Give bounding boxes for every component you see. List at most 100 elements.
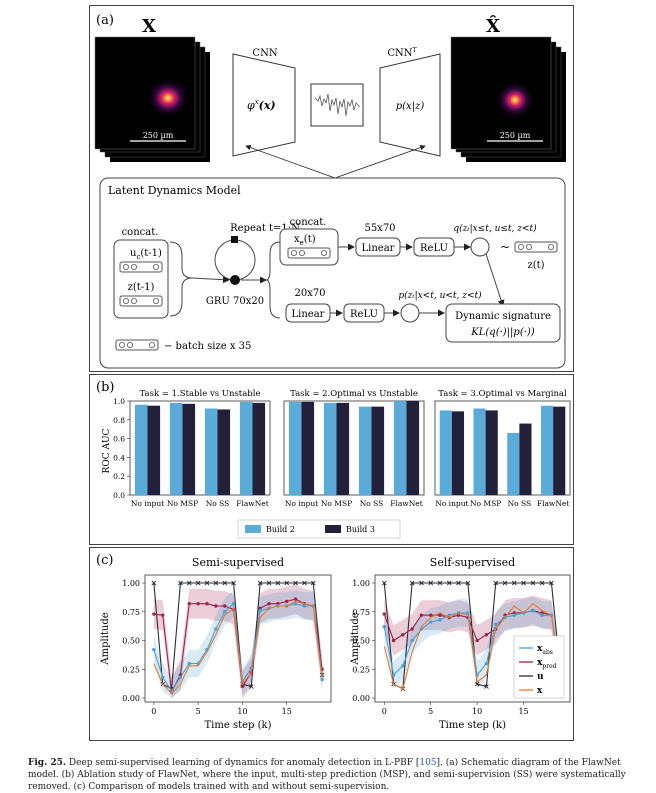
xe-label: xe(t) (294, 234, 316, 247)
encoder-label: CNN (252, 48, 277, 59)
point-x-pred (475, 638, 479, 643)
point-x-pred (419, 613, 424, 617)
y-tick-label: 1.0 (113, 397, 125, 406)
series-line-x (383, 602, 562, 690)
y-tick-label: 0.00 (122, 694, 140, 703)
bar-build-3-no-input (147, 405, 161, 495)
point-x-abs (382, 625, 386, 629)
point-x-abs (214, 627, 218, 631)
point-x-abs (447, 613, 451, 617)
x-tick-label: FlawNet (537, 499, 570, 508)
point-u (284, 580, 290, 586)
gru-block: Repeat t=1:N GRU 70x20 (191, 223, 300, 319)
point-x-pred (410, 627, 414, 631)
point-u (266, 580, 272, 586)
bar-build-2-no-msp (323, 402, 337, 495)
point-u (275, 580, 281, 586)
y-tick-label: 0.75 (122, 608, 140, 617)
batch-legend: − batch size x 35 (115, 339, 251, 352)
bar-chart-task-1: Task = 1.Stable vs Unstable 0.0 0.2 0.4 0.6 0… (113, 389, 271, 508)
x-tick-label: FlawNet (390, 499, 423, 508)
point-u (456, 580, 461, 586)
input-image-stack: 250 µm (94, 36, 210, 162)
tilde: ~ (500, 240, 510, 254)
point-u (222, 580, 228, 586)
encoder-func: φx(x) (247, 98, 276, 112)
x-tick-label: FlawNet (236, 499, 269, 508)
bar-build-3-no-input (301, 401, 315, 495)
legend-frame (513, 635, 565, 699)
q-expression: q(zₜ|x≤t, u≤t, z<t) (453, 223, 537, 234)
amplitude-ylabel: Amplitude (100, 612, 111, 665)
melt-pool-input (146, 78, 190, 118)
point-x-pred (214, 604, 218, 608)
scale-bar-label-output: 250 µm (500, 131, 531, 140)
series-line-x (153, 600, 323, 695)
point-x-abs (512, 613, 516, 617)
x-tick-label: 0 (382, 707, 387, 716)
decoder-label: CNNT (387, 47, 416, 59)
bar-build-3-flawnet (553, 406, 566, 495)
y-tick-label: 0.50 (122, 637, 140, 646)
point-u (310, 580, 316, 586)
point-u (231, 580, 236, 586)
time-step-xlabel: Time step (k) (439, 720, 506, 731)
point-x-abs (258, 608, 262, 613)
point-u (178, 580, 183, 586)
linear2-label: Linear (292, 309, 325, 320)
point-u (446, 580, 452, 586)
point-x-pred (429, 613, 433, 617)
point-x-abs (302, 604, 307, 608)
bar-chart-title: Task = 2.Optimal vs Unstable (290, 389, 418, 399)
linear2-dim: 20x70 (294, 288, 325, 299)
y-tick-label: 0.25 (352, 665, 370, 674)
bar-chart-task-2: Task = 2.Optimal vs Unstable No input No M… (283, 389, 425, 508)
output-image-stack: 250 µm (450, 36, 566, 162)
bar-build-2-no-input (134, 404, 148, 495)
point-x-pred (196, 602, 200, 606)
linear1-label: Linear (362, 243, 395, 254)
bar-build-2-flawnet (393, 401, 407, 495)
point-u (549, 580, 554, 586)
x-tick-label: No MSP (321, 499, 352, 508)
point-u (539, 580, 545, 586)
legend-frame (237, 519, 401, 539)
x-tick-label: No MSP (167, 499, 198, 508)
repeat-label: Repeat t=1:N (230, 223, 300, 234)
input-z: z(t-1) (128, 282, 155, 293)
point-x-abs (401, 664, 405, 668)
point-x-pred (293, 597, 298, 601)
dynamic-signature: Dynamic signature (455, 311, 551, 322)
point-x-pred (401, 633, 405, 637)
arrow-to-decoder (334, 144, 426, 179)
bar-build-2-no-ss (507, 432, 520, 495)
line-chart-title: Semi-supervised (192, 556, 284, 569)
bar-build-3-no-input (451, 411, 465, 495)
point-x-pred (187, 602, 191, 606)
caption-fig-number: Fig. 25. (28, 758, 67, 768)
ldm-title: Latent Dynamics Model (108, 184, 241, 197)
point-u (293, 580, 298, 586)
caption-ref-link[interactable]: 105 (419, 758, 437, 768)
legend-label-build3: Build 3 (346, 525, 375, 534)
line-chart-semi-supervised: Semi-supervised 0.00 0.25 0.50 0.75 1.00 0 5 10 1… (122, 556, 332, 731)
arrow-to-encoder (245, 144, 336, 179)
legend-swatch-build2 (245, 525, 261, 533)
bar-build-2-no-msp (473, 408, 486, 495)
point-x-pred (223, 604, 227, 608)
y-tick-label: 0.8 (113, 416, 125, 425)
y-tick-label: 0.00 (352, 694, 370, 703)
point-u (502, 580, 508, 586)
amplitude-ylabel-2: Amplitude (350, 612, 361, 665)
x-tick-label: 10 (472, 707, 482, 716)
point-u (530, 580, 536, 586)
melt-pool-output (495, 81, 535, 119)
x-tick-label: No SS (206, 499, 230, 508)
caption-text-1: Deep semi-supervised learning of dynamic… (66, 758, 420, 768)
x-tick-label: 15 (518, 707, 528, 716)
panel-a-schematic: (a) X X̂ 250 µm CNN φx(x) CNNT p( (89, 5, 574, 372)
point-u (195, 580, 201, 586)
x-tick-label: 0 (151, 707, 156, 716)
point-u (428, 580, 434, 586)
